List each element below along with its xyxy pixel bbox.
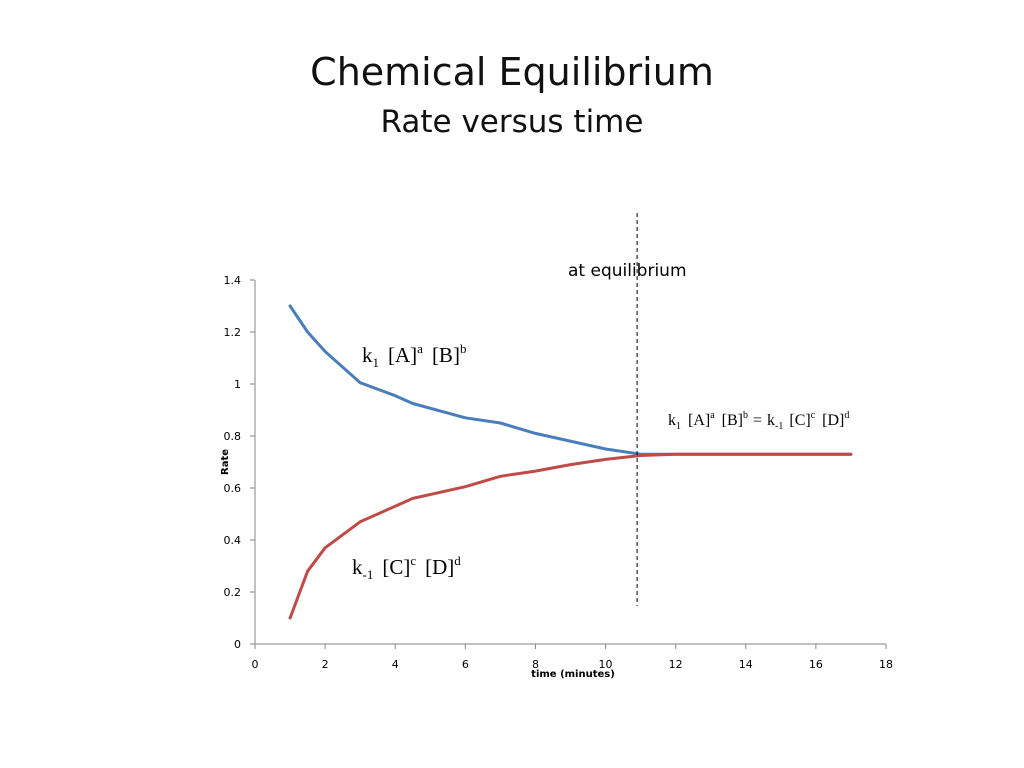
eq-a: [A] — [688, 412, 710, 429]
forward-a-sup: a — [417, 341, 423, 356]
y-tick-label: 1 — [234, 378, 241, 391]
eq-c: [C] — [789, 412, 810, 429]
y-tick-label: 0.6 — [224, 482, 242, 495]
x-tick-label: 6 — [462, 658, 469, 671]
eq-k2: k — [767, 412, 775, 429]
y-axis-label: Rate — [220, 449, 231, 475]
reverse-c: [C] — [382, 555, 410, 579]
y-tick-label: 1.4 — [224, 274, 242, 287]
x-tick-label: 0 — [252, 658, 259, 671]
y-tick-label: 0.8 — [224, 430, 242, 443]
x-tick-label: 18 — [879, 658, 893, 671]
x-tick-label: 14 — [739, 658, 753, 671]
reverse-k: k — [352, 555, 363, 579]
forward-a: [A] — [388, 343, 417, 367]
slide-subtitle: Rate versus time — [380, 104, 644, 140]
eq-k1: k — [668, 412, 676, 429]
reverse-d-sup: d — [454, 553, 461, 568]
reverse-k-sub: -1 — [363, 567, 374, 582]
x-tick-labels: 0 2 4 6 8 10 12 14 16 18 — [252, 658, 894, 671]
eq-b-sup: b — [743, 410, 748, 421]
slide-title: Chemical Equilibrium — [310, 50, 714, 94]
x-tick-label: 2 — [322, 658, 329, 671]
eq-a-sup: a — [710, 410, 715, 421]
axes — [250, 279, 887, 649]
reverse-d: [D] — [425, 555, 454, 579]
y-tick-label: 0.4 — [224, 534, 242, 547]
forward-k-sub: 1 — [373, 355, 380, 370]
eq-k2-sub: -1 — [775, 421, 783, 432]
equilibrium-equality-expression: k1 [A]a [B]b = k-1 [C]c [D]d — [668, 410, 849, 432]
eq-k1-sub: 1 — [676, 421, 681, 432]
eq-equals: = — [753, 412, 762, 429]
forward-b: [B] — [432, 343, 460, 367]
y-tick-label: 1.2 — [224, 326, 242, 339]
eq-d: [D] — [822, 412, 844, 429]
x-tick-label: 16 — [809, 658, 823, 671]
reverse-c-sup: c — [410, 553, 416, 568]
y-tick-label: 0 — [234, 638, 241, 651]
forward-b-sup: b — [460, 341, 467, 356]
x-tick-label: 8 — [532, 658, 539, 671]
reverse-rate-expression: k-1 [C]c [D]d — [352, 553, 461, 582]
x-tick-label: 10 — [599, 658, 613, 671]
y-tick-labels: 0 0.2 0.4 0.6 0.8 1 1.2 1.4 — [224, 274, 242, 651]
x-tick-label: 4 — [392, 658, 399, 671]
x-axis-label: time (minutes) — [531, 669, 615, 680]
y-tick-label: 0.2 — [224, 586, 242, 599]
series-layer — [288, 304, 853, 620]
reverse-rate-line — [288, 452, 853, 620]
forward-k: k — [362, 343, 373, 367]
eq-c-sup: c — [811, 410, 816, 421]
equilibrium-label: at equilibrium — [568, 261, 687, 281]
x-tick-label: 12 — [669, 658, 683, 671]
eq-b: [B] — [722, 412, 743, 429]
forward-rate-line — [288, 304, 853, 456]
eq-d-sup: d — [844, 410, 849, 421]
title-block: Chemical Equilibrium Rate versus time — [0, 48, 1024, 142]
forward-rate-expression: k1 [A]a [B]b — [362, 341, 466, 370]
